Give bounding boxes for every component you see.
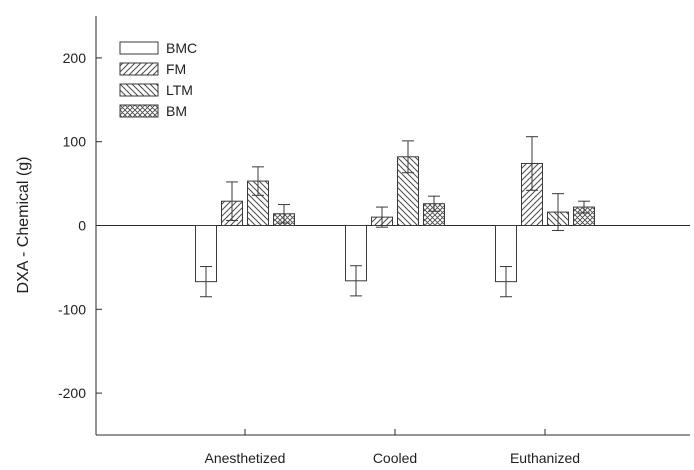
x-tick-label: Anesthetized bbox=[205, 450, 286, 466]
bars-layer bbox=[195, 156, 595, 283]
legend-label-ltm: LTM bbox=[166, 82, 193, 98]
y-axis-title: DXA - Chemical (g) bbox=[15, 157, 32, 294]
error-bars-layer bbox=[200, 136, 590, 298]
legend-label-bm: BM bbox=[166, 103, 187, 119]
y-tick-label: -100 bbox=[58, 301, 86, 317]
y-tick-label: 0 bbox=[78, 218, 86, 234]
legend-swatch-ltm bbox=[119, 83, 159, 97]
legend-label-bmc: BMC bbox=[166, 40, 197, 56]
legend: BMC FM LTM BM bbox=[119, 40, 197, 119]
legend-swatch-fm bbox=[119, 62, 159, 76]
x-tick-label: Euthanized bbox=[510, 450, 580, 466]
legend-swatch-bmc bbox=[119, 41, 159, 55]
y-tick-label: 100 bbox=[63, 134, 87, 150]
legend-label-fm: FM bbox=[166, 61, 186, 77]
legend-swatch-bm bbox=[119, 104, 159, 118]
y-tick-layer: -200 -100 0 100 200 bbox=[58, 50, 102, 401]
y-tick-label: 200 bbox=[63, 50, 87, 66]
x-tick-layer: Anesthetized Cooled Euthanized bbox=[205, 429, 580, 466]
x-tick-label: Cooled bbox=[373, 450, 417, 466]
y-tick-label: -200 bbox=[58, 385, 86, 401]
